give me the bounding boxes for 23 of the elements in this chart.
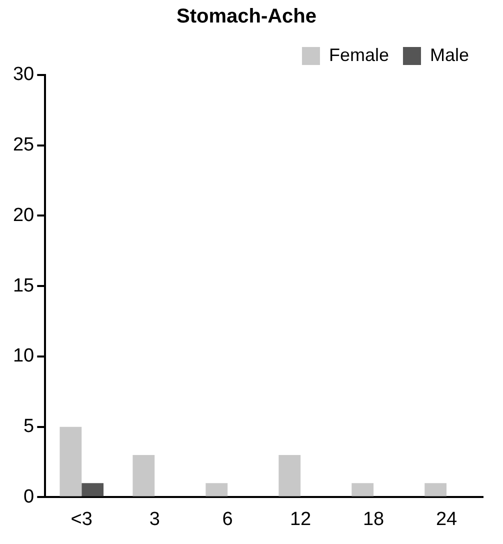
y-tick-label: 15 [12, 275, 34, 296]
x-tick-label: 24 [436, 508, 458, 530]
legend-label: Male [430, 44, 469, 65]
bar [132, 454, 155, 496]
bar [82, 483, 104, 496]
bar [206, 483, 228, 496]
bar [60, 426, 82, 496]
legend-label: Female [328, 44, 389, 65]
y-tick-label: 30 [12, 64, 34, 86]
bar [424, 483, 447, 496]
bar [352, 483, 374, 496]
y-tick-label: 5 [24, 416, 34, 438]
x-tick-label: 12 [290, 508, 312, 530]
y-tick-label: 0 [24, 486, 34, 508]
y-tick-label: 10 [12, 346, 34, 367]
chart-title: Stomach-Ache [176, 6, 317, 28]
x-tick-label: <3 [70, 508, 92, 530]
y-tick-label: 25 [12, 134, 34, 156]
x-tick-label: 18 [362, 508, 384, 530]
bar [278, 454, 301, 496]
x-tick-label: 6 [222, 508, 233, 530]
y-tick-label: 20 [12, 204, 34, 226]
x-tick-label: 3 [149, 508, 160, 530]
